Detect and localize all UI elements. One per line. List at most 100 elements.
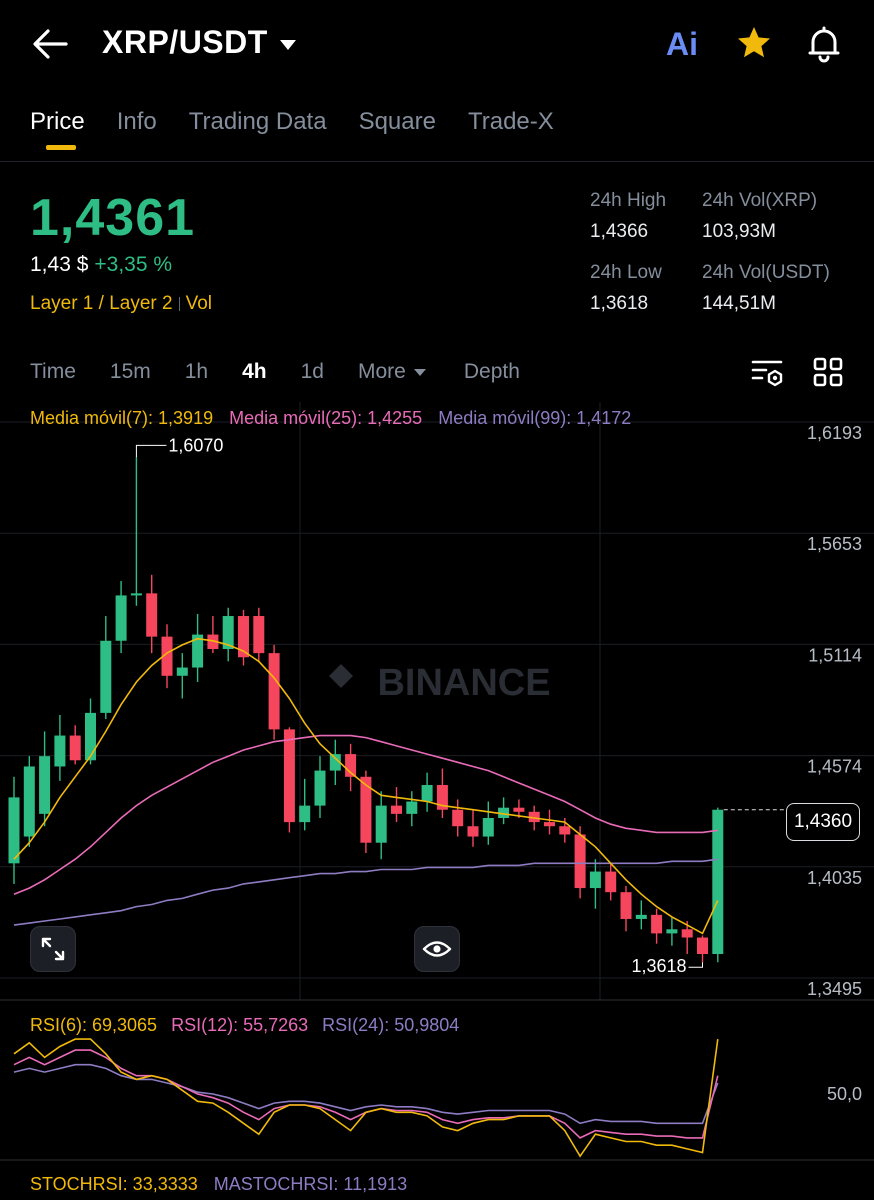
candle-body: [681, 929, 693, 938]
pair-title: XRP/USDT: [102, 24, 268, 60]
ma25-line: [13, 734, 718, 895]
tag-vol[interactable]: Vol: [185, 293, 213, 314]
usd-price: 1,43 $: [30, 253, 89, 276]
stat-label: 24h Vol(XRP): [702, 190, 818, 211]
y-tick-label: 1,6193: [807, 423, 862, 443]
candle-body: [482, 817, 494, 837]
y-tick-label: 1,4035: [807, 868, 862, 888]
candle-body: [39, 756, 51, 814]
binance-watermark: BINANCE: [377, 662, 550, 704]
interval-1h[interactable]: 1h: [184, 360, 209, 383]
ma25-label: Media móvil(25): 1,4255: [229, 408, 423, 428]
candle-body: [253, 616, 265, 654]
candle-body: [436, 785, 448, 810]
candle-body: [100, 640, 112, 713]
candle-body: [345, 754, 357, 777]
candle-body: [8, 797, 20, 864]
high-marker-line: [135, 444, 167, 458]
candle-body: [391, 805, 402, 814]
candle-body: [712, 809, 724, 954]
candle-body: [69, 735, 81, 761]
candle-body: [605, 871, 617, 893]
stochrsi-label: STOCHRSI: 33,3333: [30, 1174, 198, 1194]
tag-layer[interactable]: Layer 1 / Layer 2: [30, 293, 173, 314]
ma99-line: [13, 858, 718, 926]
candle-body: [283, 729, 295, 823]
interval-more[interactable]: More: [358, 360, 426, 384]
star-icon[interactable]: [735, 24, 773, 62]
candle-body: [222, 616, 234, 650]
tabs-divider: [0, 161, 874, 162]
back-arrow-icon[interactable]: [30, 26, 70, 62]
candle-body: [54, 735, 66, 767]
bell-icon[interactable]: [804, 24, 844, 64]
candle-body: [635, 914, 647, 919]
candle-body: [574, 834, 586, 889]
tag-separator: [178, 297, 180, 311]
ma99-label: Media móvil(99): 1,4172: [438, 408, 632, 428]
candle-body: [161, 636, 173, 676]
candle-body: [329, 754, 341, 771]
rsi6-label: RSI(6): 69,3065: [30, 1015, 158, 1035]
candle-body: [544, 822, 555, 827]
interval-bar: Time 15m 1h 4h 1d More Depth: [30, 360, 520, 384]
binance-logo-icon: [329, 664, 353, 688]
rsi24-label: RSI(24): 50,9804: [322, 1015, 460, 1035]
candle-body: [238, 616, 249, 658]
more-label: More: [357, 360, 406, 383]
fullscreen-button[interactable]: [30, 926, 76, 972]
tab-trade-x[interactable]: Trade-X: [467, 108, 554, 135]
ma7-line: [13, 637, 719, 935]
interval-15m[interactable]: 15m: [109, 360, 151, 383]
candle-body: [620, 892, 632, 919]
rsi-tick-label: 50,0: [827, 1084, 862, 1104]
pair-selector[interactable]: XRP/USDT: [102, 24, 296, 61]
eye-icon: [422, 941, 452, 957]
tab-square[interactable]: Square: [358, 108, 436, 135]
stat-24h-vol-usdt: 24h Vol(USDT) 144,51M: [702, 262, 830, 315]
candle-body: [467, 826, 479, 837]
candle-body: [498, 807, 510, 818]
indicator-settings-icon[interactable]: [750, 356, 784, 388]
ma7-label: Media móvil(7): 1,3919: [30, 408, 214, 428]
candle-body: [299, 805, 311, 823]
interval-1d[interactable]: 1d: [300, 360, 324, 383]
candle-body: [513, 807, 525, 812]
candle-body: [421, 785, 433, 802]
tab-trading-data[interactable]: Trading Data: [188, 108, 327, 135]
y-tick-label: 1,5653: [807, 534, 862, 554]
usd-price-row: 1,43 $ +3,35 %: [30, 253, 172, 277]
candle-body: [589, 871, 601, 889]
candle-body: [268, 653, 280, 730]
stat-24h-high: 24h High 1,4366: [590, 190, 666, 243]
stat-value: 103,93M: [702, 221, 776, 242]
tab-info[interactable]: Info: [116, 108, 157, 135]
depth-tab[interactable]: Depth: [463, 360, 520, 383]
candle-body: [146, 593, 158, 637]
stat-value: 144,51M: [702, 293, 776, 314]
candle-body: [406, 801, 418, 814]
last-price: 1,4361: [30, 189, 196, 247]
tab-price[interactable]: Price: [30, 108, 85, 150]
interval-time[interactable]: Time: [30, 360, 76, 383]
price-change: +3,35 %: [94, 253, 173, 276]
y-tick-label: 1,4574: [807, 757, 862, 777]
mastochrsi-label: MASTOCHRSI: 11,1913: [213, 1174, 408, 1194]
high-annotation: 1,6070: [168, 435, 223, 455]
rsi24-line: [13, 1063, 719, 1125]
y-tick-label: 1,5114: [808, 645, 862, 665]
visibility-button[interactable]: [414, 926, 460, 972]
candle-body: [207, 634, 219, 650]
chevron-down-icon: [413, 368, 426, 376]
candle-body: [192, 634, 204, 668]
candle-body: [23, 766, 35, 837]
ai-icon[interactable]: Ai: [666, 26, 698, 62]
rsi6-line: [13, 1038, 719, 1158]
price-chart[interactable]: 1,6193 1,5653 1,5114 1,4574 1,4035 1,3495 BINA…: [0, 402, 874, 1200]
low-marker-line: [688, 962, 703, 968]
chevron-down-icon: [279, 39, 296, 50]
interval-4h[interactable]: 4h: [242, 360, 267, 383]
candle-body: [115, 595, 127, 641]
y-tick-label: 1,3495: [807, 979, 862, 999]
grid-layout-icon[interactable]: [812, 356, 844, 388]
